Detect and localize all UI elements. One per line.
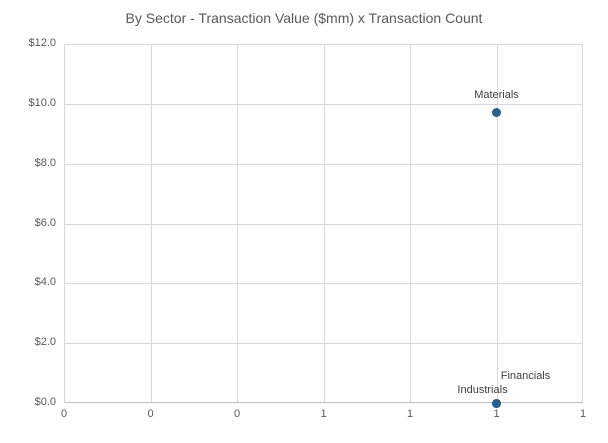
data-point-label-industrials: Industrials [457, 384, 508, 396]
y-axis-tick-label: $8.0 [34, 156, 56, 169]
y-axis-tick-label: $6.0 [34, 216, 56, 229]
data-point-materials [492, 108, 501, 118]
y-axis-tick-label: $2.0 [34, 336, 56, 349]
horizontal-gridline [65, 283, 582, 285]
y-axis-tick-label: $12.0 [28, 37, 56, 49]
horizontal-gridline [65, 103, 582, 105]
data-point-label-materials: Materials [474, 88, 519, 101]
horizontal-gridline [65, 163, 582, 165]
x-axis-tick-label: 1 [493, 408, 500, 420]
y-axis-tick-label: $4.0 [34, 276, 56, 289]
plot-area [64, 44, 583, 403]
x-axis-tick-label: 1 [406, 408, 414, 420]
data-point-label-financials: Financials [500, 370, 551, 382]
horizontal-gridline [65, 223, 582, 225]
horizontal-gridline [65, 343, 582, 345]
y-axis-tick-label: $0.0 [34, 396, 56, 408]
x-axis-tick-label: 0 [233, 408, 241, 420]
y-axis-tick-label: $10.0 [28, 96, 56, 109]
x-axis-tick-label: 1 [579, 408, 587, 420]
data-point-industrials [492, 398, 501, 408]
x-axis-tick-label: 0 [147, 408, 154, 420]
chart-title: By Sector - Transaction Value ($mm) x Tr… [125, 10, 483, 26]
x-axis-tick-label: 0 [60, 408, 68, 420]
x-axis-tick-label: 1 [320, 408, 327, 420]
